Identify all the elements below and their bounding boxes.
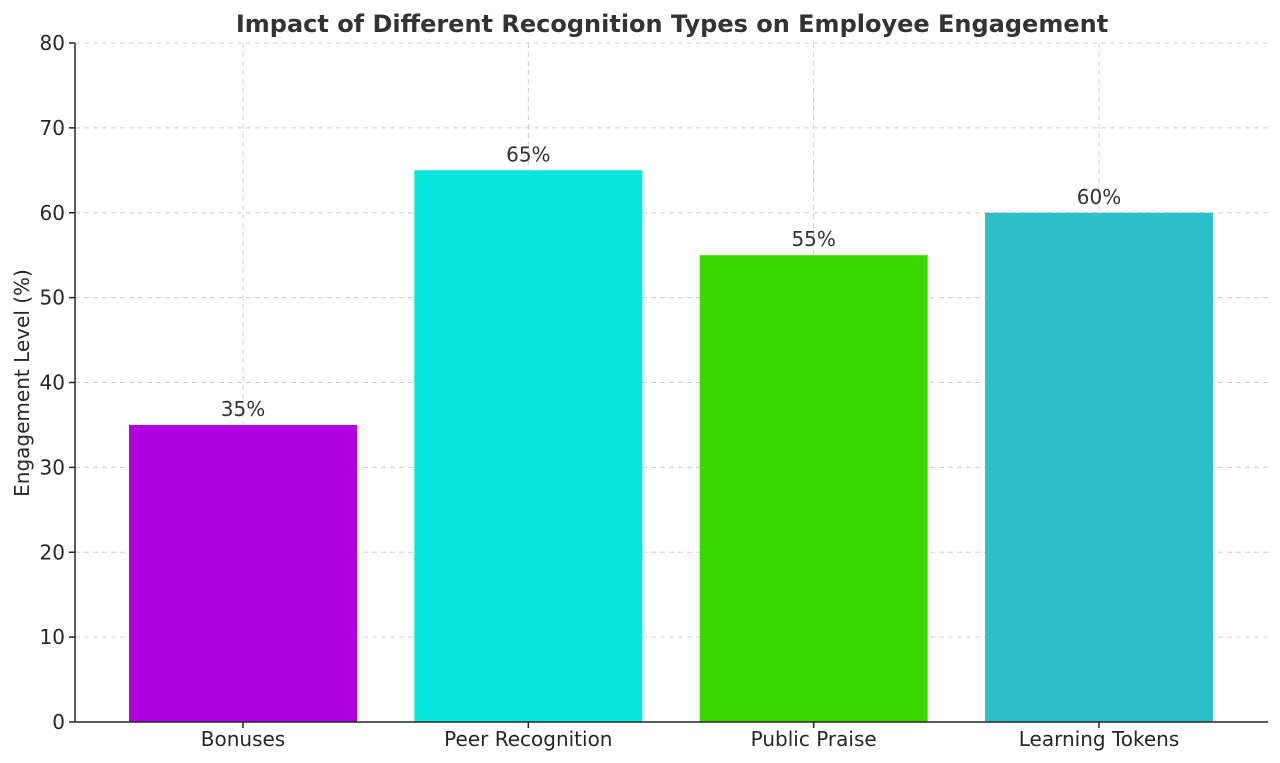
y-tick-label: 80 — [40, 31, 65, 55]
y-tick-label: 0 — [52, 710, 65, 734]
x-tick-label: Peer Recognition — [444, 727, 612, 751]
bars — [129, 170, 1213, 722]
bar — [129, 424, 357, 722]
bar-data-label: 55% — [791, 227, 835, 251]
y-tick-label: 60 — [40, 201, 65, 225]
y-tick-label: 10 — [40, 625, 65, 649]
bar-data-label: 60% — [1077, 185, 1121, 209]
y-tick-label: 40 — [40, 371, 65, 395]
y-tick-label: 70 — [40, 116, 65, 140]
y-tick-label: 50 — [40, 286, 65, 310]
bar — [414, 170, 643, 722]
x-tick-label: Learning Tokens — [1019, 727, 1180, 751]
x-tick-label: Public Praise — [751, 727, 877, 751]
bar-data-label: 65% — [506, 142, 550, 166]
y-tick-label: 30 — [40, 455, 65, 479]
bar — [699, 255, 928, 722]
x-ticks: Bonuses Peer Recognition Public Praise Lear… — [201, 722, 1179, 751]
y-axis-label: Engagement Level (%) — [10, 269, 34, 497]
data-labels: 35% 65% 55% 60% — [221, 142, 1121, 421]
y-ticks: 0 10 20 30 40 50 60 70 80 — [40, 31, 75, 734]
bar — [985, 212, 1213, 722]
y-tick-label: 20 — [40, 540, 65, 564]
x-tick-label: Bonuses — [201, 727, 285, 751]
bar-data-label: 35% — [221, 397, 265, 421]
chart-title: Impact of Different Recognition Types on… — [236, 10, 1108, 38]
